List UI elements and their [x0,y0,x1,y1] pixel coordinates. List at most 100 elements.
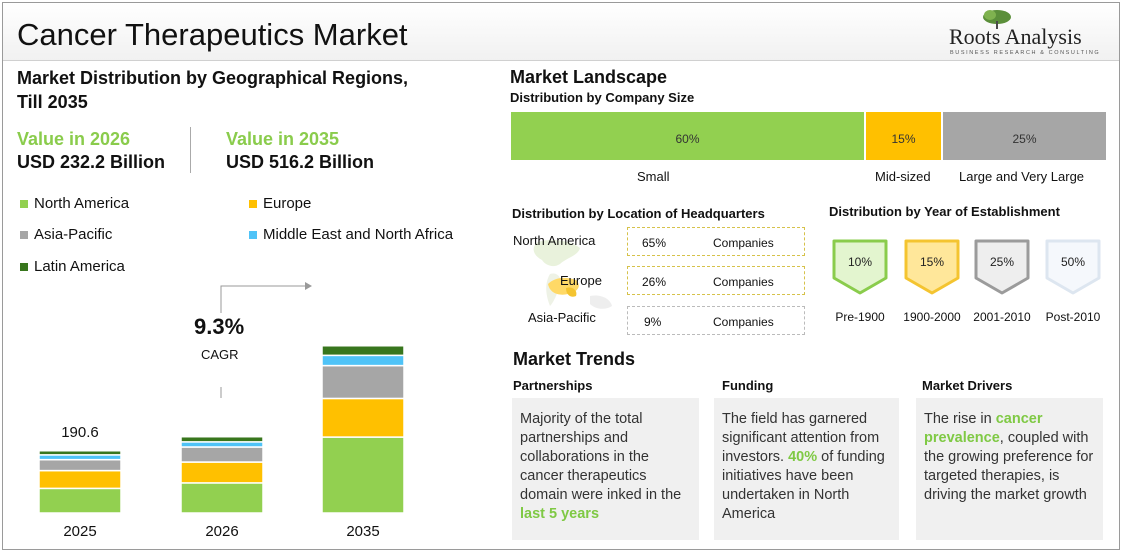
value-divider [190,127,191,173]
legend-asia-pacific: Asia-Pacific [20,226,112,243]
legend-europe: Europe [249,195,311,212]
bar-segment-asia-pacific-2035 [321,364,405,400]
funding-title: Funding [722,378,774,393]
funding-highlight: 40% [788,449,818,465]
drivers-card: The rise in cancer prevalence, coupled w… [916,398,1103,540]
company-size-large-label: Large and Very Large [959,169,1085,184]
header-bar: Cancer Therapeutics Market Roots Analysi… [3,3,1119,61]
company-size-large-pct: 25% [1012,132,1037,146]
company-logo: Roots Analysis BUSINESS RESEARCH & CONSU… [945,9,1105,59]
drivers-text-cont: , coupled with the growing preference fo… [924,430,1094,503]
bar-segment-asia-pacific-2026 [180,446,264,463]
year-label: 2001-2010 [973,310,1031,324]
bar-segment-north-america-2026 [180,482,264,514]
company-size-small-label: Small [637,169,670,184]
year-badge-2001-2010: 25% [973,238,1030,295]
company-size-heading: Distribution by Company Size [510,90,695,105]
x-tick-label-2025: 2025 [63,523,96,540]
logo-tagline: BUSINESS RESEARCH & CONSULTING [950,50,1101,56]
bar-segment-middle-east-and-north-africa-2035 [321,354,405,367]
bar-segment-asia-pacific-2025 [38,458,122,472]
regional-heading-line2: Till 2035 [17,92,88,112]
legend-label: Asia-Pacific [34,226,113,243]
company-size-small-bar: 60% [511,112,864,160]
bar-segment-europe-2035 [321,397,405,438]
hq-box-north-america: 65% Companies [627,227,805,256]
shield-shape-icon [832,239,888,295]
regional-stacked-bar-chart: 190.6 2025 2026 2035 [38,345,405,540]
legend-swatch [249,230,257,239]
year-pct: 50% [1060,255,1086,269]
legend-swatch [20,199,28,208]
company-size-small-pct: 60% [675,132,700,146]
partnerships-title: Partnerships [513,378,593,393]
drivers-title: Market Drivers [922,378,1013,393]
regional-heading-line1: Market Distribution by Geographical Regi… [17,68,409,88]
legend-north-america: North America [20,195,129,212]
bar-segment-north-america-2035 [321,436,405,514]
tree-icon [983,10,1011,29]
shield-shape-icon [974,239,1030,295]
bar-segment-europe-2026 [180,461,264,484]
bar-segment-latin-america-2035 [321,345,405,357]
hq-unit: Companies [713,275,774,289]
funding-card: The field has garnered significant atten… [714,398,899,540]
year-pct: 15% [919,255,945,269]
world-map-icon [533,240,612,309]
legend-label: Middle East and North Africa [263,226,454,243]
bar-segment-north-america-2025 [38,487,122,514]
company-size-large-bar: 25% [943,112,1106,160]
hq-heading: Distribution by Location of Headquarters [512,206,765,221]
hq-box-asia-pacific: 9% Companies [627,306,805,335]
hq-pct: 26% [642,275,667,289]
legend-latin-america: Latin America [20,258,125,275]
value-2026-label: Value in 2026 [17,129,131,149]
partnerships-text: Majority of the total partnerships and c… [520,411,682,503]
drivers-highlight: cancer prevalence [924,411,1043,446]
bar-data-label-2025: 190.6 [61,424,99,441]
cagr-value: 9.3% [194,314,245,339]
year-label: 1900-2000 [903,310,961,324]
page-title: Cancer Therapeutics Market [17,17,408,52]
shield-shape-icon [1045,239,1101,295]
x-tick-label-2026: 2026 [205,523,238,540]
bar-segment-middle-east-and-north-africa-2026 [180,441,264,448]
year-label: Post-2010 [1045,310,1101,324]
hq-pct: 9% [644,315,662,329]
year-badge-pre-1900: 10% [831,238,888,295]
bar-segment-europe-2025 [38,469,122,490]
drivers-text: The rise in [924,411,996,427]
cagr-label: CAGR [201,347,239,362]
company-size-mid-pct: 15% [891,132,916,146]
legend-label: Latin America [34,258,125,275]
partnerships-card: Majority of the total partnerships and c… [512,398,699,540]
company-size-mid-label: Mid-sized [875,169,931,184]
hq-region-europe: Europe [560,273,602,288]
trends-heading: Market Trends [513,349,636,369]
value-2035: USD 516.2 Billion [226,152,375,172]
legend-swatch [249,199,257,208]
hq-box-europe: 26% Companies [627,266,805,295]
year-badge-post-2010: 50% [1044,238,1101,295]
legend-swatch [20,262,28,271]
cagr-arrow [220,282,312,398]
value-2026: USD 232.2 Billion [17,152,166,172]
legend-label: North America [34,195,130,212]
logo-name: Roots Analysis [949,24,1082,49]
legend-swatch [20,230,28,239]
legend-label: Europe [263,195,312,212]
x-tick-label-2035: 2035 [346,523,379,540]
bar-segment-latin-america-2025 [38,450,122,456]
bar-segment-latin-america-2026 [180,435,264,443]
funding-text: The field has garnered significant atten… [722,411,880,465]
hq-region-north-america: North America [513,233,596,248]
hq-region-asia-pacific: Asia-Pacific [528,310,596,325]
funding-text-cont: of funding initiatives have been underta… [722,449,885,522]
shield-shape-icon [904,239,960,295]
hq-pct: 65% [642,236,667,250]
legend-mena: Middle East and North Africa [249,226,453,243]
landscape-heading: Market Landscape [510,67,668,87]
value-2035-label: Value in 2035 [226,129,340,149]
hq-unit: Companies [713,236,774,250]
